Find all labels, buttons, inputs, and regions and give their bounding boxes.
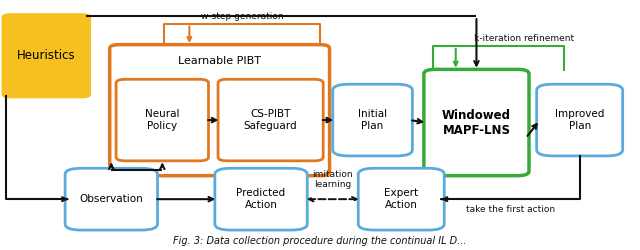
Text: Windowed
MAPF-LNS: Windowed MAPF-LNS <box>442 108 511 136</box>
Text: Expert
Action: Expert Action <box>384 188 419 210</box>
Text: take the first action: take the first action <box>466 205 555 214</box>
Text: Predicted
Action: Predicted Action <box>237 188 285 210</box>
Text: Neural
Policy: Neural Policy <box>145 109 180 131</box>
FancyBboxPatch shape <box>109 45 330 176</box>
Text: k-iteration refinement: k-iteration refinement <box>474 34 574 43</box>
Text: Heuristics: Heuristics <box>17 49 76 62</box>
FancyBboxPatch shape <box>424 69 529 176</box>
Text: Observation: Observation <box>79 194 143 204</box>
FancyBboxPatch shape <box>215 168 307 230</box>
FancyBboxPatch shape <box>537 84 623 156</box>
Text: Learnable PIBT: Learnable PIBT <box>178 56 261 66</box>
Text: CS-PIBT
Safeguard: CS-PIBT Safeguard <box>244 109 298 131</box>
Text: imitation
learning: imitation learning <box>312 170 353 189</box>
Text: Improved
Plan: Improved Plan <box>555 109 604 131</box>
FancyBboxPatch shape <box>333 84 412 156</box>
FancyBboxPatch shape <box>3 15 90 96</box>
FancyBboxPatch shape <box>218 79 323 161</box>
Text: Fig. 3: Data collection procedure during the continual IL D...: Fig. 3: Data collection procedure during… <box>173 236 467 246</box>
FancyBboxPatch shape <box>65 168 157 230</box>
Text: Initial
Plan: Initial Plan <box>358 109 387 131</box>
Text: w-step generation: w-step generation <box>200 12 284 21</box>
FancyBboxPatch shape <box>116 79 209 161</box>
FancyBboxPatch shape <box>358 168 444 230</box>
